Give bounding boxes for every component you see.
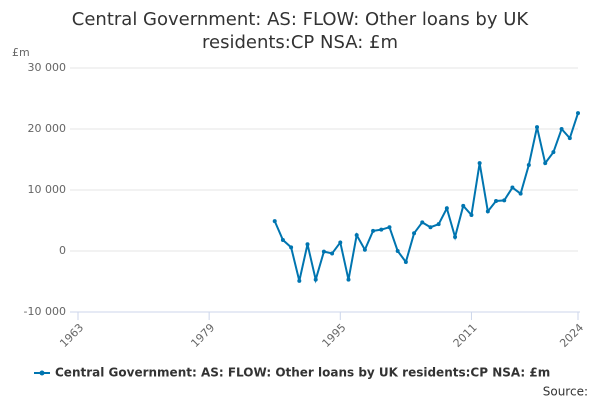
point <box>543 161 548 166</box>
y-axis-label: £m <box>12 46 30 59</box>
y-tick-label: 0 <box>59 244 66 257</box>
point <box>289 245 294 250</box>
legend-label: Central Government: AS: FLOW: Other loan… <box>55 366 550 380</box>
point <box>510 185 515 190</box>
point <box>313 277 318 282</box>
point <box>305 242 310 247</box>
point <box>354 233 359 238</box>
point <box>338 240 343 245</box>
point <box>535 125 540 130</box>
x-tick-label: 2011 <box>451 321 480 350</box>
point <box>321 249 326 254</box>
point <box>518 191 523 196</box>
point <box>444 206 449 211</box>
point <box>362 247 367 252</box>
point <box>485 209 490 214</box>
point <box>526 162 531 167</box>
point <box>272 219 277 224</box>
point <box>346 277 351 282</box>
x-tick-label: 1995 <box>320 321 349 350</box>
point <box>477 161 482 166</box>
point <box>428 225 433 230</box>
point <box>453 234 458 239</box>
point <box>559 127 564 131</box>
point <box>436 222 441 227</box>
point <box>297 278 302 283</box>
point <box>567 136 572 141</box>
x-tick-label: 1979 <box>188 321 217 350</box>
y-tick-label: -10 000 <box>24 305 66 318</box>
point <box>379 227 384 232</box>
point <box>502 198 507 203</box>
chart-title: Central Government: AS: FLOW: Other loan… <box>71 9 529 53</box>
point <box>412 231 417 236</box>
x-tick-label: 2024 <box>557 321 586 350</box>
source: Source: <box>543 385 588 399</box>
y-tick-label: 20 000 <box>28 122 67 135</box>
legend-marker <box>39 370 45 376</box>
point <box>403 259 408 264</box>
point <box>461 203 466 208</box>
point <box>330 251 335 256</box>
line <box>273 112 579 284</box>
point <box>371 228 376 233</box>
point <box>395 249 400 253</box>
point <box>551 150 556 155</box>
point <box>280 238 285 243</box>
point <box>469 213 474 218</box>
point <box>387 225 392 230</box>
point <box>576 111 580 116</box>
point <box>494 198 499 203</box>
y-tick-label: 10 000 <box>28 183 67 196</box>
point <box>420 220 425 225</box>
y-tick-label: 30 000 <box>28 61 67 74</box>
x-tick-label: 1963 <box>57 321 86 350</box>
